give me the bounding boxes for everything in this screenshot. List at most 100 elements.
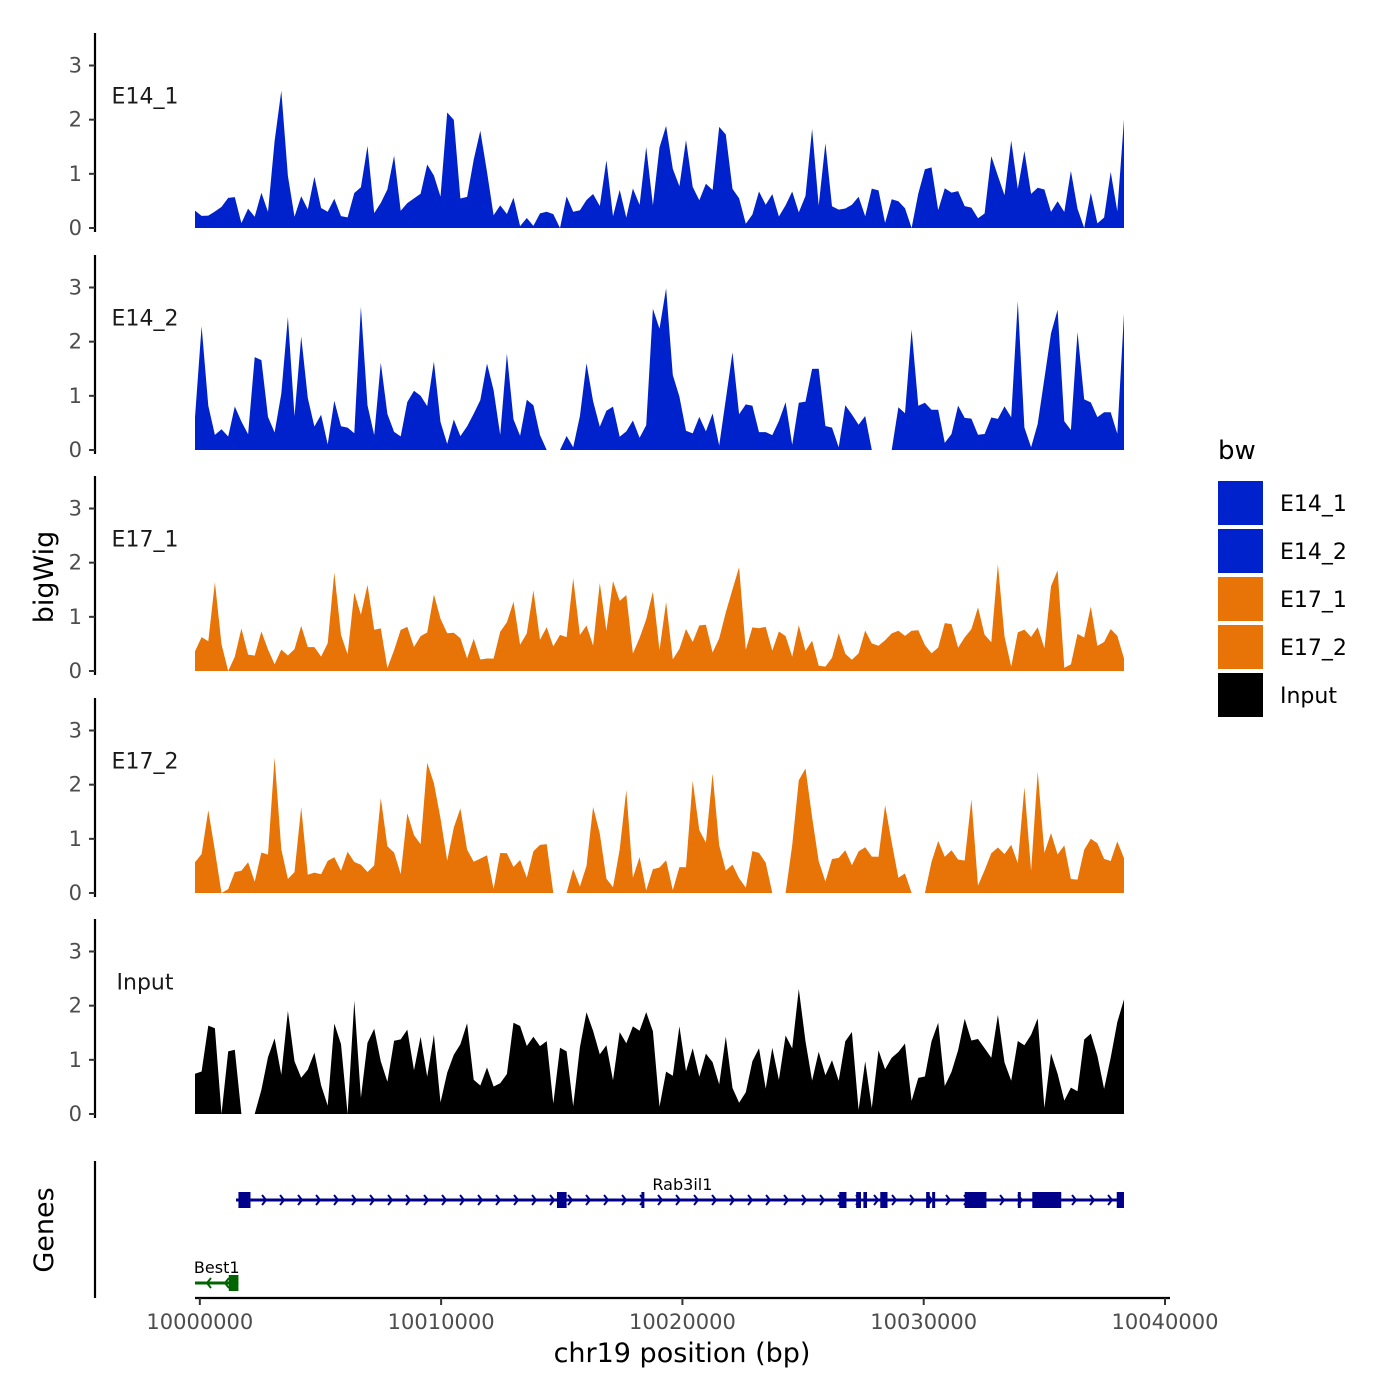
exon-Rab3il1-5 [856,1192,861,1208]
strand-arrow-Rab3il1 [675,1194,682,1206]
strand-arrow-Rab3il1 [261,1194,268,1206]
track-E17_2: 0 1 2 3 E17_2 [69,698,1124,905]
y-tick-label-E17_2-3: 3 [69,719,82,743]
legend-swatch-E14_1 [1218,481,1263,525]
x-tick-label-10030000: 10030000 [870,1310,977,1334]
y-tick-label-Input-0: 0 [69,1102,82,1126]
strand-arrow-Rab3il1 [549,1194,556,1206]
legend: bw E14_1 E14_2 E17_1 E17_2 Input [1218,436,1347,717]
y-tick-label-E14_1-3: 3 [69,54,82,78]
strand-arrow-Rab3il1 [279,1194,286,1206]
gene-Rab3il1: Rab3il1 [236,1175,1124,1208]
y-tick-label-E14_1-1: 1 [69,162,82,186]
strand-arrow-Rab3il1 [945,1194,952,1206]
y-tick-label-E17_2-1: 1 [69,827,82,851]
legend-swatch-E17_1 [1218,577,1263,621]
strand-arrow-Rab3il1 [405,1194,412,1206]
strand-arrow-Rab3il1 [513,1194,520,1206]
x-axis: 10000000 10010000 10020000 10030000 10040000 [146,1296,1219,1334]
strand-arrow-Rab3il1 [603,1194,610,1206]
legend-label-E14_1: E14_1 [1280,492,1347,517]
legend-label-Input: Input [1280,684,1337,709]
y-tick-label-Input-1: 1 [69,1048,82,1072]
y-tick-label-E14_2-2: 2 [69,330,82,354]
genes-track: Rab3il1 Best1 [93,1161,1124,1298]
strand-arrow-Rab3il1 [999,1194,1006,1206]
track-label-E17_1: E17_1 [112,527,179,552]
x-tick-label-10000000: 10000000 [146,1310,253,1334]
strand-arrow-Best1 [223,1277,230,1289]
legend-swatch-E17_2 [1218,625,1263,669]
y-tick-label-E17_1-2: 2 [69,551,82,575]
legend-title: bw [1218,436,1256,466]
exon-Rab3il1-13 [1116,1192,1124,1208]
exon-Rab3il1-8 [926,1192,930,1208]
strand-arrow-Rab3il1 [729,1194,736,1206]
track-E14_2: 0 1 2 3 E14_2 [69,255,1124,462]
strand-arrow-Rab3il1 [297,1194,304,1206]
exon-Rab3il1-10 [964,1192,987,1208]
strand-arrow-Rab3il1 [765,1194,772,1206]
exon-Rab3il1-6 [863,1192,868,1208]
track-E14_1: 0 1 2 3 E14_1 [69,33,1124,240]
y-tick-label-Input-3: 3 [69,940,82,964]
y-tick-label-E14_2-0: 0 [69,438,82,462]
y-tick-label-E17_1-0: 0 [69,659,82,683]
legend-swatch-Input [1218,673,1263,717]
strand-arrow-Rab3il1 [495,1194,502,1206]
legend-swatch-E14_2 [1218,529,1263,573]
strand-arrow-Rab3il1 [459,1194,466,1206]
strand-arrow-Rab3il1 [441,1194,448,1206]
strand-arrow-Rab3il1 [621,1194,628,1206]
area-Input [195,989,1124,1114]
strand-arrow-Best1 [205,1277,212,1289]
y-tick-label-E17_2-2: 2 [69,773,82,797]
x-tick-label-10040000: 10040000 [1112,1310,1219,1334]
area-E14_2 [195,288,1124,450]
bigwig-tracks: 0 1 2 3 E14_1 0 1 2 3 E14_2 0 1 2 3 E17_1 0 1 2 3 E17_2 0 1 2 3… [69,33,1124,1126]
exon-Rab3il1-7 [880,1192,888,1208]
gene-label-Best1: Best1 [194,1258,240,1277]
strand-arrow-Rab3il1 [693,1194,700,1206]
track-E17_1: 0 1 2 3 E17_1 [69,476,1124,683]
strand-arrow-Rab3il1 [1089,1194,1096,1206]
exon-Rab3il1-9 [932,1192,936,1208]
strand-arrow-Rab3il1 [819,1194,826,1206]
area-E17_2 [195,757,1124,893]
strand-arrow-Rab3il1 [585,1194,592,1206]
strand-arrow-Rab3il1 [783,1194,790,1206]
legend-label-E17_1: E17_1 [1280,588,1347,613]
y-tick-label-E14_2-1: 1 [69,384,82,408]
strand-arrow-Rab3il1 [711,1194,718,1206]
strand-arrow-Rab3il1 [747,1194,754,1206]
track-label-Input: Input [117,970,174,995]
strand-arrow-Rab3il1 [423,1194,430,1206]
exon-Rab3il1-12 [1032,1192,1062,1208]
exon-Rab3il1-4 [839,1192,847,1208]
x-tick-label-10020000: 10020000 [629,1310,736,1334]
exon-Rab3il1-11 [1017,1192,1021,1208]
strand-arrow-Rab3il1 [369,1194,376,1206]
y-tick-label-E17_2-0: 0 [69,881,82,905]
strand-arrow-Rab3il1 [909,1194,916,1206]
strand-arrow-Rab3il1 [351,1194,358,1206]
strand-arrow-Rab3il1 [567,1194,574,1206]
strand-arrow-Rab3il1 [387,1194,394,1206]
y-axis-title: bigWig [29,531,60,624]
genes-axis-title: Genes [29,1187,60,1272]
track-label-E14_1: E14_1 [112,84,179,109]
y-tick-label-Input-2: 2 [69,994,82,1018]
y-tick-label-E14_2-3: 3 [69,276,82,300]
y-tick-label-E14_1-0: 0 [69,216,82,240]
track-label-E17_2: E17_2 [112,749,179,774]
exon-Best1-1 [228,1275,239,1291]
track-label-E14_2: E14_2 [112,306,179,331]
y-tick-label-E14_1-2: 2 [69,108,82,132]
x-tick-label-10010000: 10010000 [388,1310,495,1334]
strand-arrow-Rab3il1 [657,1194,664,1206]
strand-arrow-Rab3il1 [315,1194,322,1206]
gene-label-Rab3il1: Rab3il1 [652,1175,712,1194]
strand-arrow-Rab3il1 [891,1194,898,1206]
strand-arrow-Rab3il1 [801,1194,808,1206]
